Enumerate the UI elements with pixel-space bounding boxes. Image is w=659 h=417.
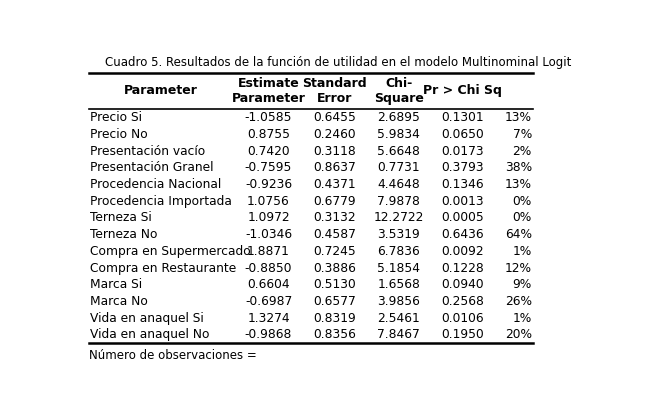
Text: Precio Si: Precio Si <box>90 111 142 124</box>
Text: Procedencia Importada: Procedencia Importada <box>90 195 232 208</box>
Text: 38%: 38% <box>505 161 532 174</box>
Text: Vida en anaquel No: Vida en anaquel No <box>90 328 210 342</box>
Text: 1.0756: 1.0756 <box>247 195 290 208</box>
Text: 1%: 1% <box>513 311 532 325</box>
Text: Chi-
Square: Chi- Square <box>374 77 424 105</box>
Text: Procedencia Nacional: Procedencia Nacional <box>90 178 221 191</box>
Text: Precio No: Precio No <box>90 128 148 141</box>
Text: 0.2460: 0.2460 <box>314 128 357 141</box>
Text: 0.2568: 0.2568 <box>441 295 484 308</box>
Text: 4.4648: 4.4648 <box>378 178 420 191</box>
Text: 6.7836: 6.7836 <box>378 245 420 258</box>
Text: 0.0005: 0.0005 <box>442 211 484 224</box>
Text: 64%: 64% <box>505 228 532 241</box>
Text: 5.9834: 5.9834 <box>378 128 420 141</box>
Text: 0.1950: 0.1950 <box>442 328 484 342</box>
Text: 0.7245: 0.7245 <box>314 245 357 258</box>
Text: Marca Si: Marca Si <box>90 278 142 291</box>
Text: 0.5130: 0.5130 <box>314 278 357 291</box>
Text: Número de observaciones =: Número de observaciones = <box>88 349 256 362</box>
Text: Standard
Error: Standard Error <box>302 77 367 105</box>
Text: 0.6779: 0.6779 <box>314 195 357 208</box>
Text: -1.0346: -1.0346 <box>245 228 292 241</box>
Text: Estimate
Parameter: Estimate Parameter <box>231 77 306 105</box>
Text: 0.7420: 0.7420 <box>247 145 290 158</box>
Text: -0.9236: -0.9236 <box>245 178 292 191</box>
Text: 13%: 13% <box>505 178 532 191</box>
Text: 0.3886: 0.3886 <box>314 261 357 274</box>
Text: 0.6436: 0.6436 <box>442 228 484 241</box>
Text: 0.3132: 0.3132 <box>314 211 357 224</box>
Text: Compra en Supermercado: Compra en Supermercado <box>90 245 251 258</box>
Text: 0.1228: 0.1228 <box>442 261 484 274</box>
Text: 9%: 9% <box>513 278 532 291</box>
Text: 1.0972: 1.0972 <box>247 211 290 224</box>
Text: 0.4371: 0.4371 <box>314 178 357 191</box>
Text: 20%: 20% <box>505 328 532 342</box>
Text: Cuadro 5. Resultados de la función de utilidad en el modelo Multinominal Logit: Cuadro 5. Resultados de la función de ut… <box>105 56 571 69</box>
Text: 0.8755: 0.8755 <box>247 128 290 141</box>
Text: Presentación vacío: Presentación vacío <box>90 145 206 158</box>
Text: Presentación Granel: Presentación Granel <box>90 161 214 174</box>
Text: 0.4587: 0.4587 <box>314 228 357 241</box>
Text: -1.0585: -1.0585 <box>244 111 293 124</box>
Text: Parameter: Parameter <box>125 85 198 98</box>
Text: -0.9868: -0.9868 <box>245 328 292 342</box>
Text: 3.9856: 3.9856 <box>378 295 420 308</box>
Text: 13%: 13% <box>505 111 532 124</box>
Text: 0.6604: 0.6604 <box>247 278 290 291</box>
Text: 0.8637: 0.8637 <box>314 161 357 174</box>
Text: Vida en anaquel Si: Vida en anaquel Si <box>90 311 204 325</box>
Text: 1%: 1% <box>513 245 532 258</box>
Text: -0.8850: -0.8850 <box>244 261 293 274</box>
Text: 26%: 26% <box>505 295 532 308</box>
Text: 0.3118: 0.3118 <box>314 145 357 158</box>
Text: -0.6987: -0.6987 <box>245 295 292 308</box>
Text: 1.8871: 1.8871 <box>247 245 290 258</box>
Text: 0.3793: 0.3793 <box>442 161 484 174</box>
Text: -0.7595: -0.7595 <box>245 161 292 174</box>
Text: 0.0940: 0.0940 <box>442 278 484 291</box>
Text: 7.8467: 7.8467 <box>378 328 420 342</box>
Text: 0.1301: 0.1301 <box>442 111 484 124</box>
Text: 7.9878: 7.9878 <box>378 195 420 208</box>
Text: 2%: 2% <box>513 145 532 158</box>
Text: 5.1854: 5.1854 <box>377 261 420 274</box>
Text: 0.0092: 0.0092 <box>442 245 484 258</box>
Text: 0.8319: 0.8319 <box>314 311 357 325</box>
Text: 5.6648: 5.6648 <box>378 145 420 158</box>
Text: Marca No: Marca No <box>90 295 148 308</box>
Text: 0.0106: 0.0106 <box>442 311 484 325</box>
Text: Terneza Si: Terneza Si <box>90 211 152 224</box>
Text: Terneza No: Terneza No <box>90 228 158 241</box>
Text: 0.0173: 0.0173 <box>442 145 484 158</box>
Text: 2.6895: 2.6895 <box>378 111 420 124</box>
Text: 0.1346: 0.1346 <box>442 178 484 191</box>
Text: 0%: 0% <box>513 195 532 208</box>
Text: 0.7731: 0.7731 <box>378 161 420 174</box>
Text: 12.2722: 12.2722 <box>374 211 424 224</box>
Text: 7%: 7% <box>513 128 532 141</box>
Text: 0.6455: 0.6455 <box>314 111 357 124</box>
Text: Compra en Restaurante: Compra en Restaurante <box>90 261 237 274</box>
Text: Pr > Chi Sq: Pr > Chi Sq <box>423 85 502 98</box>
Text: 2.5461: 2.5461 <box>378 311 420 325</box>
Text: 0.8356: 0.8356 <box>314 328 357 342</box>
Text: 0.0013: 0.0013 <box>442 195 484 208</box>
Text: 0.0650: 0.0650 <box>442 128 484 141</box>
Text: 0%: 0% <box>513 211 532 224</box>
Text: 1.6568: 1.6568 <box>378 278 420 291</box>
Text: 3.5319: 3.5319 <box>378 228 420 241</box>
Text: 12%: 12% <box>505 261 532 274</box>
Text: 0.6577: 0.6577 <box>314 295 357 308</box>
Text: 1.3274: 1.3274 <box>247 311 290 325</box>
